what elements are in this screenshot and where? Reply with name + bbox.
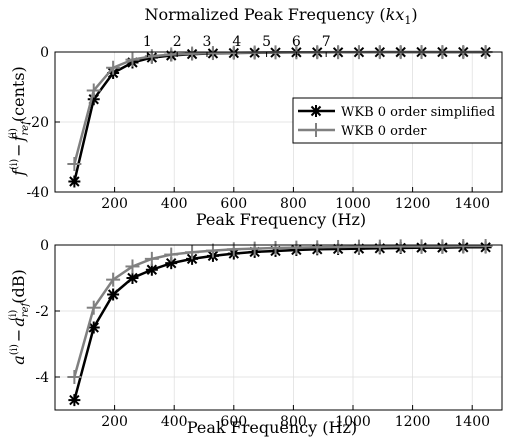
x-tick-label: 600	[220, 414, 247, 430]
data-point-1-1	[86, 300, 101, 315]
x-tick-label: 1000	[335, 414, 371, 430]
x-tick-label: 800	[280, 414, 307, 430]
data-point-1-7	[205, 243, 220, 258]
x-tick-label: 1400	[454, 414, 490, 430]
data-point-1-3	[125, 259, 140, 274]
plot-frame	[54, 244, 503, 411]
data-point-1-3	[125, 52, 140, 67]
data-point-0-0	[68, 394, 81, 407]
data-point-1-11	[289, 240, 304, 255]
x-tick-label: 600	[220, 196, 247, 212]
data-point-1-9	[247, 45, 262, 60]
y-tick-label: 0	[40, 45, 49, 61]
top-tick-label: 1	[143, 34, 152, 50]
y-tick-label: -4	[35, 370, 49, 386]
data-point-0-0	[68, 175, 81, 188]
top-tick-label: 4	[232, 34, 241, 50]
x-tick-label: 1200	[395, 414, 431, 430]
data-point-1-6	[185, 245, 200, 260]
data-point-0-1	[87, 321, 100, 334]
data-point-1-4	[144, 251, 159, 266]
data-point-1-16	[393, 239, 408, 254]
data-point-1-2	[106, 272, 121, 287]
top-axis-title: Normalized Peak Frequency (kx1)	[144, 5, 417, 27]
data-point-1-13	[331, 239, 346, 254]
x-tick-label: 1400	[454, 196, 490, 212]
y-tick-label: -20	[26, 115, 49, 131]
legend-marker-asterisk	[310, 105, 322, 117]
legend-label-simplified: WKB 0 order simplified	[341, 105, 495, 120]
data-point-1-2	[106, 60, 121, 75]
data-point-1-1	[86, 83, 101, 98]
panel-bottom: 200 400 600 800 1000 1200 1400 0 -2 -4	[35, 238, 503, 430]
legend-label-zero-order: WKB 0 order	[341, 124, 427, 139]
y-axis-label-top: f(i)−fref(i)(cents)	[8, 66, 31, 177]
top-tick-label: 7	[322, 34, 331, 50]
top-tick-label: 5	[262, 34, 271, 50]
data-point-1-5	[164, 47, 179, 62]
x-tick-label: 400	[161, 196, 188, 212]
data-point-0-3	[126, 272, 139, 284]
x-tick-label: 200	[101, 414, 128, 430]
data-point-1-20	[478, 238, 493, 253]
data-point-1-0	[67, 157, 82, 171]
x-tick-label: 200	[101, 196, 128, 212]
x-axis-label-top: Peak Frequency (Hz)	[196, 210, 366, 229]
y-tick-label: -2	[35, 304, 49, 320]
data-point-1-6	[185, 46, 200, 61]
data-point-1-15	[372, 239, 387, 254]
data-point-1-18	[435, 239, 450, 254]
data-point-1-12	[310, 240, 325, 255]
data-point-1-8	[226, 45, 241, 60]
y-axis-label-bottom: a(i)−aref(i)(dB)	[8, 269, 31, 364]
data-point-1-7	[205, 46, 220, 61]
top-tick-label: 2	[173, 34, 182, 50]
legend: WKB 0 order simplified WKB 0 order	[292, 97, 503, 144]
data-point-1-19	[456, 238, 471, 253]
top-tick-label: 3	[203, 34, 212, 50]
y-tick-label: -40	[26, 185, 49, 201]
data-point-1-0	[67, 370, 82, 384]
data-point-0-2	[107, 288, 120, 301]
x-tick-label: 800	[280, 196, 307, 212]
x-tick-label: 1000	[335, 196, 371, 212]
x-axis-label-bottom: Peak Frequency (Hz)	[187, 418, 357, 437]
data-point-1-17	[414, 239, 429, 254]
x-tick-label: 1200	[395, 196, 431, 212]
legend-marker-plus	[309, 123, 323, 137]
x-tick-label: 400	[161, 414, 188, 430]
data-point-1-5	[164, 247, 179, 262]
data-point-1-10	[268, 240, 283, 255]
data-point-1-9	[247, 241, 262, 256]
top-tick-label: 6	[292, 34, 301, 50]
data-point-1-14	[351, 239, 366, 254]
y-tick-label: 0	[40, 238, 49, 254]
